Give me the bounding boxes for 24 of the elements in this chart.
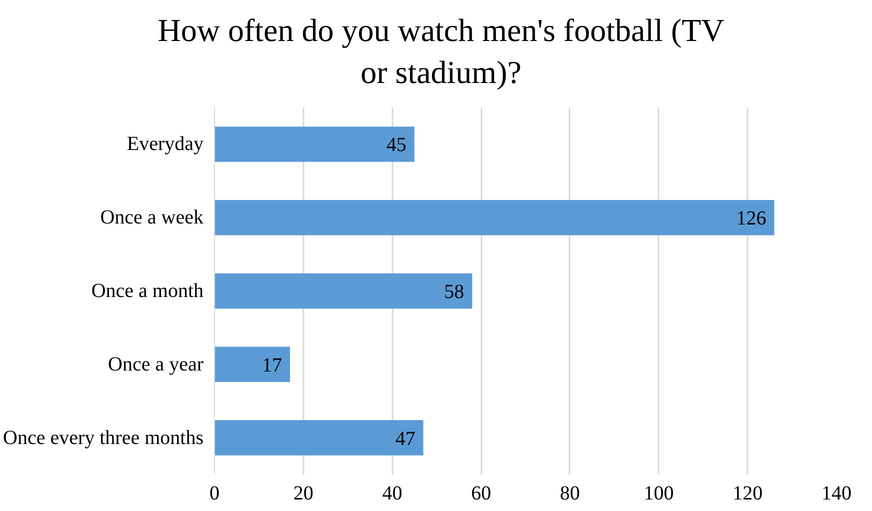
data-label: 17 — [262, 354, 282, 376]
data-label: 58 — [444, 281, 464, 303]
bar — [214, 126, 414, 162]
chart-title: How often do you watch men's football (TV or stadium)? — [158, 11, 724, 92]
y-tick-label: Everyday — [126, 133, 204, 156]
x-tick-label: 100 — [644, 482, 674, 504]
x-tick-label: 80 — [560, 482, 580, 504]
y-tick-label: Once a year — [108, 353, 204, 376]
x-tick-label: 20 — [293, 482, 314, 504]
x-tick-label: 60 — [471, 482, 492, 504]
bar — [214, 420, 424, 456]
data-label: 126 — [736, 208, 766, 230]
bar — [214, 200, 774, 236]
bar — [214, 346, 290, 382]
bar — [214, 273, 472, 309]
x-tick-label: 40 — [382, 482, 402, 504]
y-tick-label: Once every three months — [3, 426, 204, 449]
y-tick-label: Once a month — [91, 280, 204, 302]
x-tick-label: 140 — [822, 482, 852, 504]
x-tick-label: 120 — [732, 482, 763, 504]
x-tick-label: 0 — [210, 482, 220, 504]
y-tick-label: Once a week — [100, 206, 204, 229]
data-label: 45 — [386, 134, 406, 156]
data-label: 47 — [395, 428, 416, 450]
